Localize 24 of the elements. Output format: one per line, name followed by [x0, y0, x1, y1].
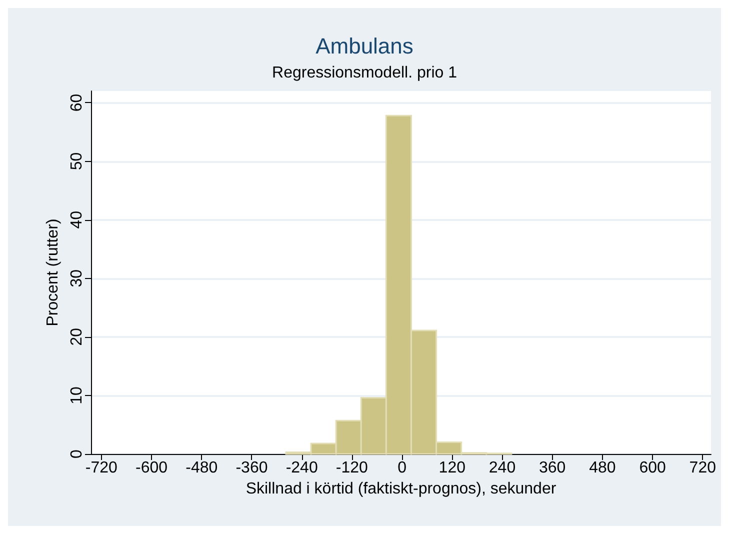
- y-tick-label: 40: [68, 210, 86, 229]
- y-tick-label: 30: [68, 269, 86, 288]
- x-tick-label: -480: [186, 460, 218, 476]
- x-tick-label: 360: [538, 460, 566, 476]
- x-tick-label: 240: [488, 460, 516, 476]
- y-axis-title: Procent (rutter): [44, 218, 62, 326]
- x-tick-label: -240: [286, 460, 318, 476]
- y-tick-label: 50: [68, 152, 86, 170]
- y-tick-label: 10: [68, 386, 86, 404]
- x-tick-label: 600: [639, 460, 666, 476]
- y-tick-label: 20: [68, 328, 86, 346]
- x-tick-label: -720: [85, 460, 118, 476]
- chart-title: Ambulans: [316, 34, 414, 58]
- x-tick-label: 120: [438, 460, 466, 476]
- y-tick-label: 0: [68, 449, 86, 458]
- x-axis-title: Skillnad i körtid (faktiskt-prognos), sekunder: [246, 480, 557, 498]
- x-tick-label: 480: [589, 460, 616, 476]
- chart-subtitle: Regressionsmodell. prio 1: [272, 64, 458, 82]
- x-tick-label: -120: [336, 460, 368, 476]
- x-tick-label: -360: [236, 460, 268, 476]
- x-tick-label: 0: [398, 460, 407, 476]
- x-tick-label: -600: [136, 460, 168, 476]
- x-tick-label: 720: [689, 460, 716, 476]
- y-tick-label: 60: [68, 94, 86, 112]
